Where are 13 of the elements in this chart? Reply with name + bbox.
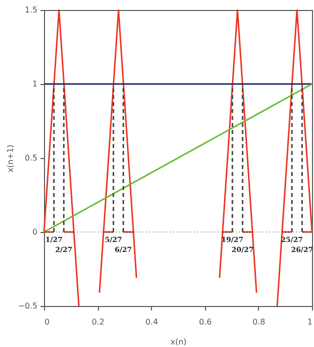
y-tick-label: 1.5 [24, 6, 38, 14]
y-tick-label: 0.5 [24, 154, 38, 162]
x-tick-label: 0 [44, 318, 50, 326]
y-tick-label: −0.5 [18, 302, 38, 310]
x-axis-title: x(n) [170, 338, 187, 346]
x-tick-label: 0.4 [145, 318, 158, 326]
y-tick-label: 0 [32, 228, 38, 236]
y-tick-label: 1 [32, 80, 38, 88]
y-axis-title: x(n+1) [6, 144, 16, 172]
x-tick-label: 0.2 [92, 318, 104, 326]
x-tick-label: 0.6 [198, 318, 212, 326]
x-tick-label: 0.8 [252, 318, 266, 326]
x-tick-label: 1 [307, 318, 312, 326]
